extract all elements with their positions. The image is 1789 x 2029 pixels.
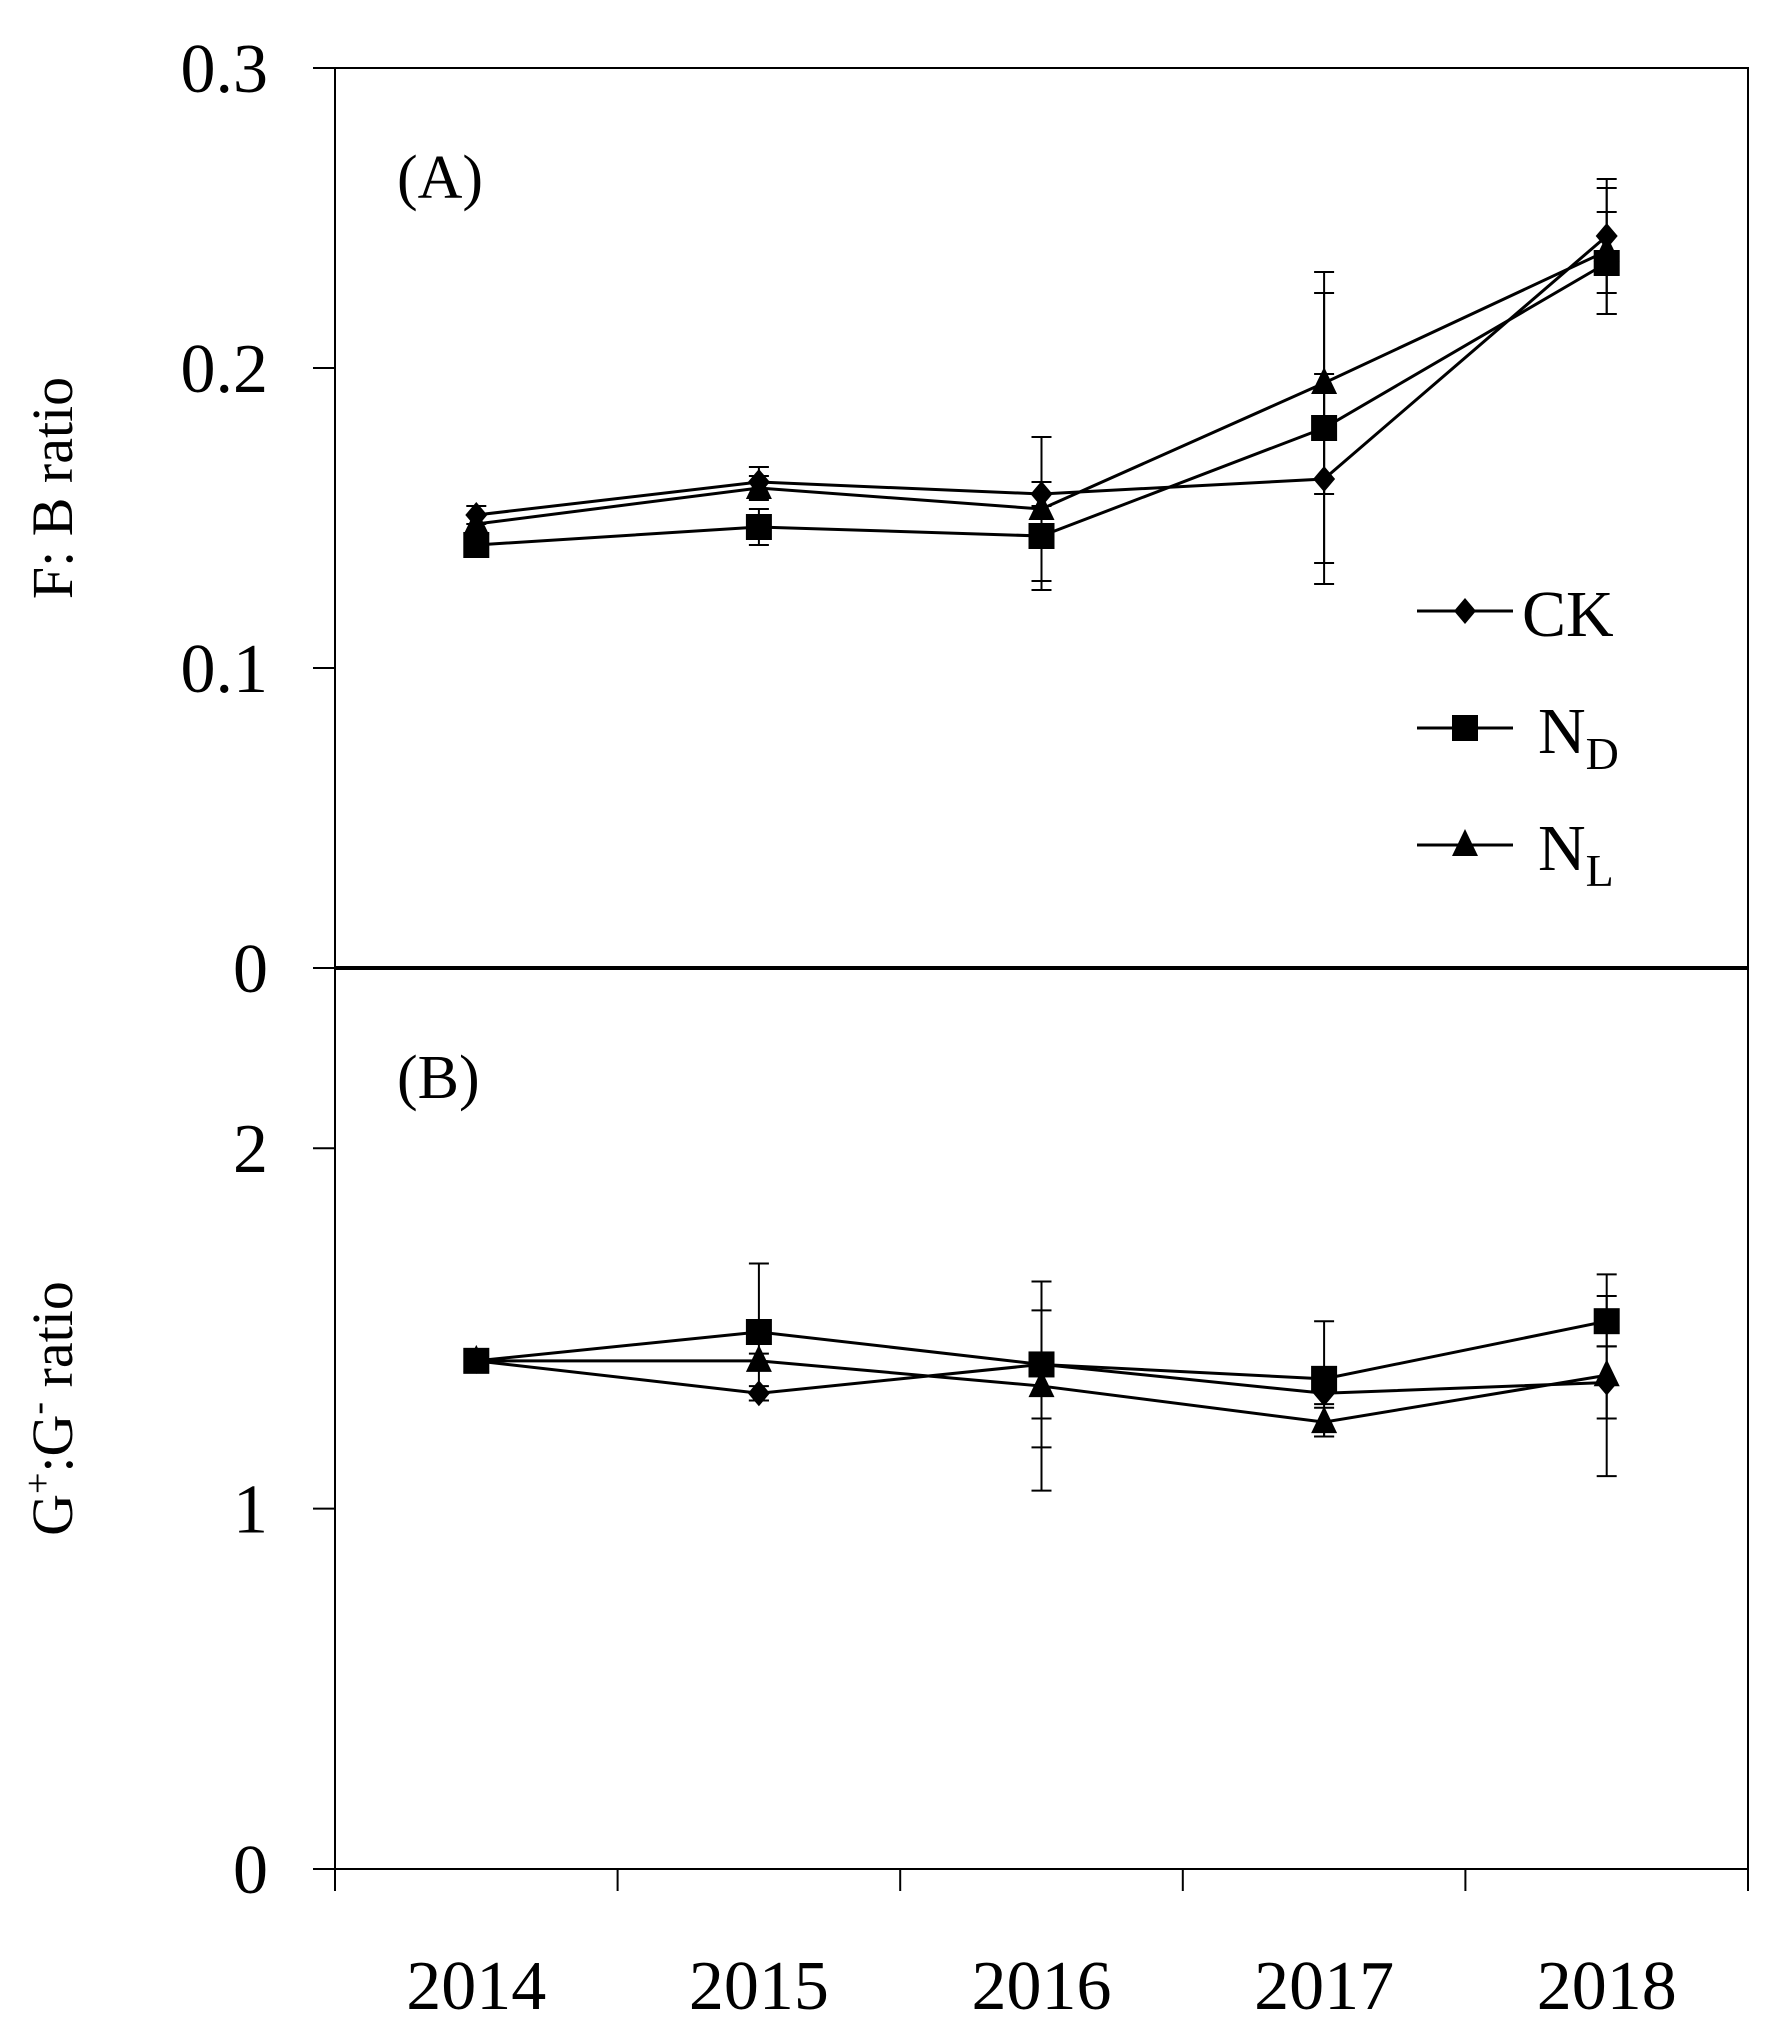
marker <box>1593 1308 1620 1335</box>
panel-label: (A) <box>397 144 483 212</box>
legend-name: N <box>1538 812 1586 885</box>
legend-subscript: D <box>1586 728 1619 779</box>
x-tick-label: 2015 <box>689 1948 829 2025</box>
marker <box>745 1344 772 1372</box>
x-tick-label: 2018 <box>1537 1948 1677 2025</box>
marker <box>1452 715 1478 741</box>
y-tick-label: 0.1 <box>181 631 269 708</box>
marker <box>1028 1370 1055 1398</box>
legend-subscript: L <box>1586 845 1614 896</box>
marker <box>1452 829 1478 856</box>
marker <box>463 1344 490 1372</box>
marker <box>1593 1359 1620 1387</box>
marker <box>1028 523 1055 549</box>
y-axis-label: F: B ratio <box>20 377 85 599</box>
y-tick-label: 0 <box>233 1832 268 1909</box>
y-tick-label: 0 <box>233 931 268 1008</box>
y-tick-label: 1 <box>233 1472 268 1549</box>
legend-name: N <box>1538 695 1586 768</box>
marker <box>1313 466 1336 492</box>
marker <box>1311 1406 1338 1434</box>
marker <box>745 1319 772 1346</box>
y-axis-label-part: :G <box>20 1415 85 1473</box>
y-axis-label-part: - <box>17 1402 59 1415</box>
legend-name: CK <box>1522 578 1614 651</box>
marker <box>1454 598 1476 624</box>
y-axis-label-part: ratio <box>20 1281 85 1402</box>
y-tick-label: 0.2 <box>181 331 269 408</box>
marker <box>745 514 772 540</box>
x-tick-label: 2017 <box>1254 1948 1394 2025</box>
marker <box>745 472 772 499</box>
legend-label: ND <box>1538 695 1619 779</box>
y-axis-label-part: + <box>17 1473 59 1494</box>
marker <box>463 532 490 558</box>
marker <box>463 508 490 535</box>
panel-label: (B) <box>397 1044 480 1112</box>
y-axis-label-part: G <box>20 1494 85 1536</box>
legend-label: NL <box>1538 812 1614 896</box>
x-tick-label: 2014 <box>406 1948 546 2025</box>
marker <box>1028 493 1055 520</box>
y-tick-label: 2 <box>233 1111 268 1188</box>
marker <box>747 1380 770 1407</box>
marker <box>1311 415 1338 441</box>
marker <box>1311 367 1338 394</box>
y-axis-label-part: F: B ratio <box>20 377 85 599</box>
x-tick-label: 2016 <box>972 1948 1112 2025</box>
y-axis-label: G+:G- ratio <box>17 1281 85 1536</box>
marker <box>1311 1365 1338 1392</box>
marker <box>1593 235 1620 262</box>
y-tick-label: 0.3 <box>181 31 269 108</box>
legend-label: CK <box>1522 578 1614 651</box>
